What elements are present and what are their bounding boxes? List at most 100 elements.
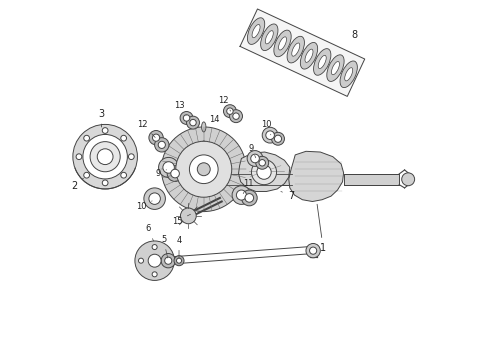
Ellipse shape xyxy=(305,49,313,62)
Circle shape xyxy=(257,165,271,179)
Text: 13: 13 xyxy=(174,101,186,116)
Circle shape xyxy=(233,113,239,120)
Circle shape xyxy=(183,115,190,121)
Text: 10: 10 xyxy=(136,201,152,211)
Ellipse shape xyxy=(318,55,326,68)
Circle shape xyxy=(90,141,120,172)
Circle shape xyxy=(232,186,251,204)
Circle shape xyxy=(247,150,263,166)
Circle shape xyxy=(163,162,174,173)
Text: 10: 10 xyxy=(261,120,272,135)
Text: 15: 15 xyxy=(172,214,191,226)
Circle shape xyxy=(83,134,127,179)
Circle shape xyxy=(171,169,179,178)
Circle shape xyxy=(167,166,183,181)
Circle shape xyxy=(259,159,266,166)
Circle shape xyxy=(139,258,144,263)
Circle shape xyxy=(187,116,199,129)
Circle shape xyxy=(274,135,282,142)
Ellipse shape xyxy=(252,24,260,38)
Text: 12: 12 xyxy=(218,96,231,111)
Ellipse shape xyxy=(340,61,357,87)
Circle shape xyxy=(176,141,232,197)
Text: 4: 4 xyxy=(176,236,182,258)
Ellipse shape xyxy=(261,24,278,51)
Circle shape xyxy=(256,156,269,169)
Circle shape xyxy=(245,194,254,202)
Circle shape xyxy=(158,141,166,148)
Circle shape xyxy=(271,132,285,145)
Circle shape xyxy=(223,105,236,118)
Text: 14: 14 xyxy=(209,115,220,124)
Ellipse shape xyxy=(300,42,318,69)
Circle shape xyxy=(251,159,276,185)
Circle shape xyxy=(227,108,233,114)
Text: 8: 8 xyxy=(351,31,357,40)
Circle shape xyxy=(128,154,134,159)
Circle shape xyxy=(152,134,160,141)
Text: 2: 2 xyxy=(72,178,83,191)
Circle shape xyxy=(121,172,126,178)
Ellipse shape xyxy=(201,141,206,147)
Ellipse shape xyxy=(265,31,273,44)
Text: 12: 12 xyxy=(138,120,155,138)
Text: 9: 9 xyxy=(249,144,256,158)
Circle shape xyxy=(84,135,90,141)
Circle shape xyxy=(84,172,90,178)
Circle shape xyxy=(236,190,246,200)
Text: 5: 5 xyxy=(161,235,168,258)
Circle shape xyxy=(262,127,278,143)
Ellipse shape xyxy=(292,43,300,56)
Circle shape xyxy=(159,157,179,177)
Circle shape xyxy=(135,241,174,280)
Circle shape xyxy=(121,135,126,141)
Polygon shape xyxy=(240,9,365,96)
Circle shape xyxy=(73,125,137,189)
Polygon shape xyxy=(289,151,343,202)
Bar xyxy=(223,174,292,185)
Ellipse shape xyxy=(331,62,340,75)
Circle shape xyxy=(149,193,160,204)
Circle shape xyxy=(102,180,108,186)
Circle shape xyxy=(152,244,157,249)
Ellipse shape xyxy=(344,68,353,81)
Ellipse shape xyxy=(274,30,291,57)
Circle shape xyxy=(242,190,257,206)
Circle shape xyxy=(148,254,161,267)
Ellipse shape xyxy=(278,37,287,50)
Circle shape xyxy=(149,131,163,145)
Text: 7: 7 xyxy=(281,191,294,201)
Circle shape xyxy=(306,243,320,258)
Text: 9: 9 xyxy=(156,170,167,179)
Circle shape xyxy=(176,258,181,263)
Circle shape xyxy=(266,131,274,139)
Ellipse shape xyxy=(287,36,304,63)
Circle shape xyxy=(251,154,259,163)
Ellipse shape xyxy=(314,49,331,75)
Circle shape xyxy=(190,120,196,126)
Ellipse shape xyxy=(201,122,206,132)
Circle shape xyxy=(310,247,317,254)
Circle shape xyxy=(165,257,172,264)
Text: 3: 3 xyxy=(98,108,105,127)
Circle shape xyxy=(161,127,246,212)
Text: 6: 6 xyxy=(146,224,153,241)
Bar xyxy=(343,174,399,185)
Circle shape xyxy=(180,208,196,224)
Circle shape xyxy=(180,112,193,125)
Circle shape xyxy=(402,173,415,186)
Ellipse shape xyxy=(327,55,344,81)
Circle shape xyxy=(166,258,171,263)
Circle shape xyxy=(144,188,166,210)
Ellipse shape xyxy=(247,18,265,44)
Circle shape xyxy=(161,253,175,268)
Circle shape xyxy=(230,110,243,123)
Polygon shape xyxy=(239,152,290,192)
Circle shape xyxy=(155,138,169,152)
Circle shape xyxy=(102,128,108,134)
Circle shape xyxy=(174,256,184,266)
Text: 1: 1 xyxy=(317,204,326,253)
Circle shape xyxy=(152,272,157,277)
Circle shape xyxy=(76,154,82,159)
Text: 11: 11 xyxy=(243,179,254,194)
